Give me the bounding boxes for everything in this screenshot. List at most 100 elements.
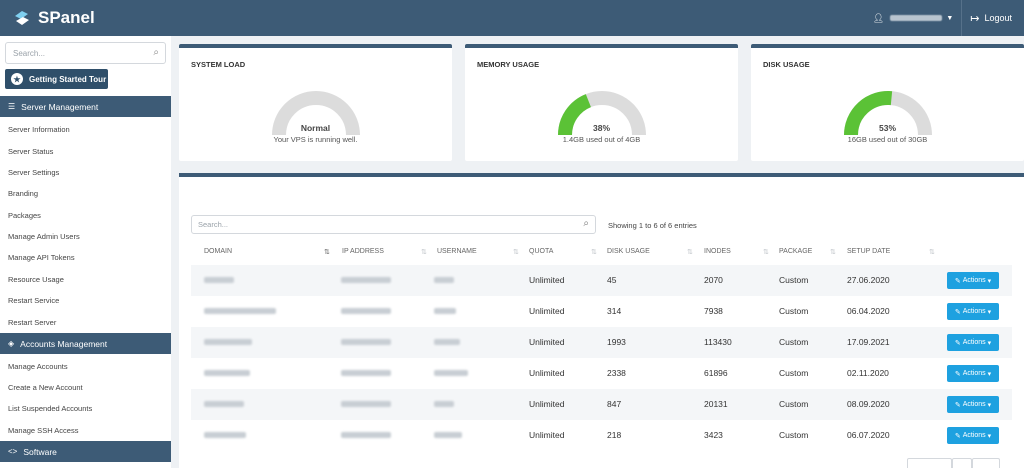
actions-button[interactable]: ✎ Actions ▾ bbox=[947, 365, 999, 382]
system-load-sub: Your VPS is running well. bbox=[273, 135, 358, 144]
sidebar-search-input[interactable]: Search... ⌕ bbox=[5, 42, 166, 64]
column-header-username[interactable]: USERNAME bbox=[437, 248, 477, 255]
actions-button[interactable]: ✎ Actions ▾ bbox=[947, 396, 999, 413]
actions-button[interactable]: ✎ Actions ▾ bbox=[947, 427, 999, 444]
table-search-input[interactable]: Search... ⌕ bbox=[191, 215, 596, 234]
column-header-ip[interactable]: IP ADDRESS bbox=[342, 248, 384, 255]
disk-cell: 847 bbox=[607, 399, 622, 409]
quota-cell: Unlimited bbox=[529, 337, 565, 347]
system-load-value: Normal bbox=[300, 123, 331, 133]
date-cell: 02.11.2020 bbox=[847, 368, 889, 378]
quota-cell: Unlimited bbox=[529, 430, 565, 440]
column-header-quota[interactable]: QUOTA bbox=[529, 248, 554, 255]
table-row: Unlimited 847 20131 Custom 08.09.2020 ✎ … bbox=[191, 389, 1012, 420]
pagination-prev[interactable] bbox=[907, 458, 952, 468]
sidebar-item-packages[interactable]: Packages bbox=[8, 211, 41, 220]
section-label: Server Management bbox=[21, 101, 99, 112]
username-redacted bbox=[890, 15, 943, 21]
sidebar-item-manage-accounts[interactable]: Manage Accounts bbox=[8, 362, 68, 371]
quota-cell: Unlimited bbox=[529, 399, 565, 409]
disk-gauge bbox=[844, 91, 932, 136]
sidebar-item-resource-usage[interactable]: Resource Usage bbox=[8, 275, 64, 284]
date-cell: 27.06.2020 bbox=[847, 275, 890, 285]
getting-started-tour-button[interactable]: ★ Getting Started Tour bbox=[5, 69, 108, 89]
sidebar-item-restart-service[interactable]: Restart Service bbox=[8, 296, 60, 305]
actions-button[interactable]: ✎ Actions ▾ bbox=[947, 334, 999, 351]
sort-icon: ⇅ bbox=[513, 249, 519, 256]
memory-gauge-fill bbox=[558, 94, 592, 136]
table-row: Unlimited 2338 61896 Custom 02.11.2020 ✎… bbox=[191, 358, 1012, 389]
actions-label: Actions bbox=[962, 401, 986, 408]
disk-sub: 16GB used out of 30GB bbox=[847, 135, 928, 144]
actions-label: Actions bbox=[962, 308, 986, 315]
memory-gauge bbox=[558, 91, 646, 136]
sidebar-item-manage-admin-users[interactable]: Manage Admin Users bbox=[8, 232, 80, 241]
column-header-inodes[interactable]: INODES bbox=[704, 248, 731, 255]
package-cell: Custom bbox=[779, 306, 809, 316]
card-title: MEMORY USAGE bbox=[477, 60, 540, 69]
memory-usage-card: MEMORY USAGE 38% 1.4GB used out of 4GB bbox=[465, 44, 738, 161]
actions-button[interactable]: ✎ Actions ▾ bbox=[947, 272, 999, 289]
package-cell: Custom bbox=[779, 275, 809, 285]
layers-icon: ◈ bbox=[8, 339, 15, 348]
table-row: Unlimited 45 2070 Custom 27.06.2020 ✎ Ac… bbox=[191, 265, 1012, 296]
sort-icon: ⇅ bbox=[324, 249, 330, 256]
sidebar-item-list-suspended[interactable]: List Suspended Accounts bbox=[8, 404, 93, 413]
disk-cell: 45 bbox=[607, 275, 617, 285]
sidebar-item-restart-server[interactable]: Restart Server bbox=[8, 318, 57, 327]
column-header-disk-usage[interactable]: DISK USAGE bbox=[607, 248, 650, 255]
date-cell: 08.09.2020 bbox=[847, 399, 890, 409]
column-header-domain[interactable]: DOMAIN bbox=[204, 248, 232, 255]
domain-redacted bbox=[204, 277, 234, 283]
sidebar-item-create-account[interactable]: Create a New Account bbox=[8, 383, 83, 392]
ip-redacted bbox=[341, 277, 391, 283]
sidebar-item-branding[interactable]: Branding bbox=[8, 189, 39, 198]
actions-button[interactable]: ✎ Actions ▾ bbox=[947, 303, 999, 320]
disk-cell: 314 bbox=[607, 306, 622, 316]
sidebar-item-manage-api-tokens[interactable]: Manage API Tokens bbox=[8, 253, 75, 262]
logo[interactable]: SPanel bbox=[12, 8, 95, 28]
column-header-setup-date[interactable]: SETUP DATE bbox=[847, 248, 891, 255]
actions-label: Actions bbox=[962, 277, 986, 284]
table-search-placeholder: Search... bbox=[198, 220, 229, 229]
inodes-cell: 113430 bbox=[704, 337, 732, 347]
section-accounts-management[interactable]: ◈ Accounts Management bbox=[0, 333, 171, 354]
section-server-management[interactable]: ☰ Server Management bbox=[0, 96, 171, 117]
card-title: SYSTEM LOAD bbox=[191, 60, 246, 69]
package-cell: Custom bbox=[779, 399, 809, 409]
ip-redacted bbox=[341, 370, 391, 376]
package-cell: Custom bbox=[779, 337, 809, 347]
ip-redacted bbox=[341, 339, 391, 345]
date-cell: 17.09.2021 bbox=[847, 337, 890, 347]
app-title: SPanel bbox=[38, 8, 95, 27]
section-software[interactable]: <> Software bbox=[0, 441, 171, 462]
username-redacted bbox=[434, 401, 454, 407]
inodes-cell: 2070 bbox=[704, 275, 723, 285]
sidebar-item-server-settings[interactable]: Server Settings bbox=[8, 168, 60, 177]
sort-icon: ⇅ bbox=[421, 249, 427, 256]
domain-redacted bbox=[204, 432, 246, 438]
date-cell: 06.07.2020 bbox=[847, 430, 890, 440]
username-redacted bbox=[434, 308, 456, 314]
disk-cell: 1993 bbox=[607, 337, 626, 347]
domain-redacted bbox=[204, 308, 276, 314]
sidebar-item-manage-ssh[interactable]: Manage SSH Access bbox=[8, 426, 79, 435]
table-info: Showing 1 to 6 of 6 entries bbox=[608, 221, 697, 230]
code-icon: <> bbox=[8, 447, 18, 456]
top-bar: SPanel 👤︎ ▼ ↦ Logout bbox=[0, 0, 1024, 36]
disk-usage-card: DISK USAGE 53% 16GB used out of 30GB bbox=[751, 44, 1024, 161]
logout-button[interactable]: ↦ Logout bbox=[962, 12, 1024, 25]
column-header-package[interactable]: PACKAGE bbox=[779, 248, 813, 255]
pagination-page[interactable] bbox=[952, 458, 972, 468]
disk-cell: 2338 bbox=[607, 368, 626, 378]
pagination-next[interactable] bbox=[972, 458, 1000, 468]
sidebar-item-server-information[interactable]: Server Information bbox=[8, 125, 70, 134]
user-icon: 👤︎ bbox=[872, 12, 885, 23]
sidebar-item-server-status[interactable]: Server Status bbox=[8, 147, 54, 156]
user-menu[interactable]: 👤︎ ▼ bbox=[865, 0, 963, 36]
sort-icon: ⇅ bbox=[591, 249, 597, 256]
table-row: Unlimited 314 7938 Custom 06.04.2020 ✎ A… bbox=[191, 296, 1012, 327]
disk-value: 53% bbox=[878, 123, 896, 133]
username-redacted bbox=[434, 370, 468, 376]
card-title: DISK USAGE bbox=[763, 60, 810, 69]
